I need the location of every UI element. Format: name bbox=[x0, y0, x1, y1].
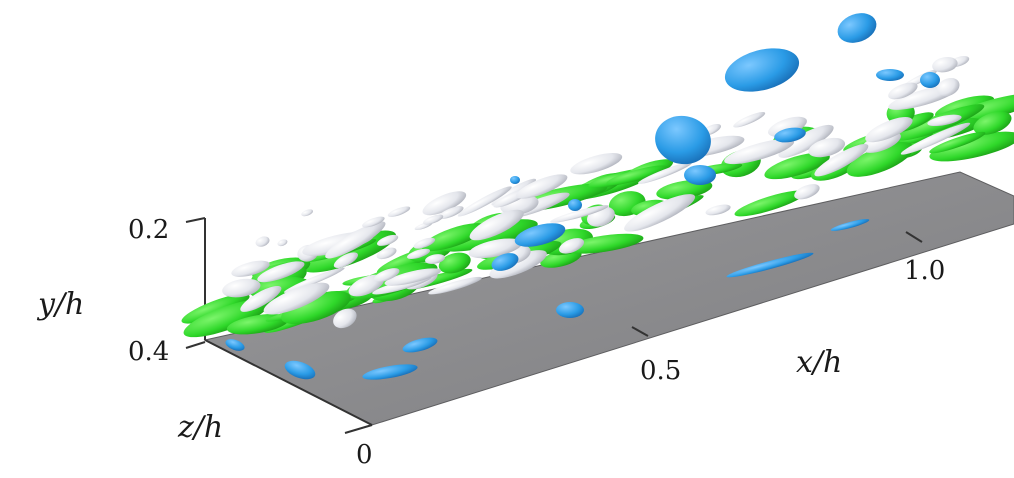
green-structure bbox=[421, 223, 487, 252]
vortex-structures bbox=[181, 13, 1014, 380]
grey-structure bbox=[865, 117, 913, 143]
x-tick-1-0 bbox=[905, 231, 923, 243]
grey-structure bbox=[333, 252, 358, 269]
grey-structure bbox=[257, 261, 305, 283]
grey-structure bbox=[768, 116, 807, 137]
grey-structure bbox=[373, 268, 400, 283]
grey-structure bbox=[559, 238, 585, 254]
green-structure bbox=[438, 252, 471, 274]
blue-structure bbox=[491, 253, 519, 271]
grey-structure bbox=[570, 153, 623, 175]
grey-structure bbox=[222, 278, 261, 298]
blue-structure bbox=[284, 360, 316, 380]
grey-structure bbox=[231, 260, 270, 277]
y-tick-0-2 bbox=[185, 217, 206, 223]
grey-structure bbox=[301, 209, 313, 217]
y-tick-0-4 bbox=[185, 341, 206, 349]
blue-structure bbox=[684, 165, 716, 185]
grey-structure bbox=[376, 247, 397, 260]
blue-structure bbox=[774, 127, 806, 143]
grey-structure bbox=[624, 194, 696, 232]
grey-structure bbox=[900, 122, 971, 155]
z-axis-label: z/h bbox=[178, 410, 224, 445]
grey-structure bbox=[425, 254, 445, 264]
x-tick-0-5 bbox=[631, 326, 649, 337]
grey-structure bbox=[489, 250, 547, 279]
grey-structure bbox=[808, 137, 846, 158]
grey-structure bbox=[387, 206, 411, 217]
green-structure bbox=[734, 190, 806, 217]
green-structure bbox=[973, 111, 1012, 135]
z-tick-0 bbox=[344, 424, 373, 434]
grey-structure bbox=[637, 162, 693, 184]
blue-structure bbox=[876, 69, 904, 81]
y-tick-label-0-2: 0.2 bbox=[128, 215, 170, 245]
grey-structure bbox=[240, 285, 282, 312]
grey-structure bbox=[936, 77, 960, 97]
grey-structure bbox=[283, 267, 345, 293]
blue-structure bbox=[225, 339, 245, 351]
grey-structure bbox=[438, 206, 464, 219]
green-structure bbox=[181, 293, 250, 324]
grey-structure bbox=[457, 186, 512, 217]
blue-structure bbox=[514, 223, 566, 247]
grey-structure bbox=[724, 138, 795, 165]
grey-structure bbox=[733, 111, 766, 128]
y-tick-label-0-4: 0.4 bbox=[128, 337, 170, 367]
blue-structure bbox=[920, 72, 940, 88]
grey-structure bbox=[794, 184, 820, 200]
blue-structure bbox=[726, 252, 814, 278]
green-structure bbox=[281, 290, 351, 325]
x-tick-label-0-5: 0.5 bbox=[640, 356, 682, 386]
blue-structure bbox=[568, 199, 582, 211]
grey-structure bbox=[423, 214, 444, 225]
grey-structure bbox=[516, 174, 568, 199]
grey-structure bbox=[932, 56, 958, 73]
grey-structure bbox=[705, 204, 731, 216]
green-structure bbox=[764, 152, 830, 180]
grey-structure bbox=[362, 216, 385, 228]
grey-structure bbox=[325, 221, 386, 259]
z-axis-line bbox=[204, 339, 373, 426]
grey-structure bbox=[263, 282, 330, 315]
grey-structure bbox=[255, 236, 270, 247]
grey-structure bbox=[384, 268, 442, 286]
grey-structure bbox=[778, 124, 834, 158]
grey-structure bbox=[413, 237, 436, 249]
blue-structure bbox=[830, 219, 870, 231]
grey-structure bbox=[277, 239, 288, 247]
y-axis-label: y/h bbox=[38, 287, 85, 322]
green-structure bbox=[606, 165, 668, 186]
grey-structure bbox=[814, 144, 869, 177]
grey-structure bbox=[550, 205, 609, 223]
blue-structure bbox=[556, 302, 584, 318]
grey-structure bbox=[927, 114, 962, 127]
green-structure bbox=[929, 131, 986, 154]
blue-structure bbox=[837, 13, 877, 43]
grey-structure bbox=[888, 82, 918, 100]
green-structure bbox=[846, 142, 914, 177]
x-axis-label: x/h bbox=[796, 345, 843, 380]
x-tick-label-1-0: 1.0 bbox=[904, 256, 946, 286]
grey-structure bbox=[377, 234, 399, 246]
blue-structure bbox=[362, 364, 418, 380]
blue-structure bbox=[510, 176, 520, 184]
grey-structure bbox=[468, 238, 523, 259]
z-tick-label-0: 0 bbox=[356, 440, 373, 470]
green-structure bbox=[929, 131, 1014, 162]
green-structure bbox=[564, 233, 644, 254]
grey-structure bbox=[428, 276, 482, 295]
grey-structure bbox=[333, 308, 357, 329]
grey-structure bbox=[407, 248, 431, 260]
grey-structure bbox=[422, 191, 467, 216]
blue-structure bbox=[655, 115, 711, 165]
grey-structure bbox=[469, 209, 524, 241]
blue-structure bbox=[724, 48, 800, 92]
blue-structure bbox=[402, 337, 438, 353]
